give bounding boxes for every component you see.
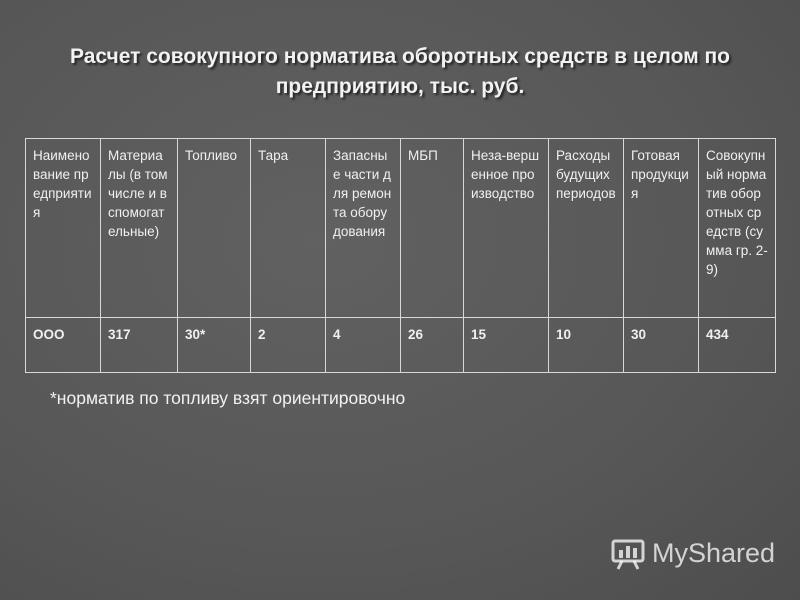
header-row: Наименование предприятия Материалы (в том…	[25, 138, 776, 318]
cell: 4	[325, 317, 401, 373]
cell: 434	[698, 317, 776, 373]
watermark-text: MyShared	[652, 537, 776, 568]
header-cell: Расходы будущих периодов	[548, 138, 624, 318]
header-cell: Запасные части для ремонта оборудования	[325, 138, 401, 318]
table-row: ООО 317 30* 2 4 26 15 10 30 434	[25, 317, 776, 373]
watermark-icon	[611, 539, 645, 570]
cell: 15	[463, 317, 549, 373]
header-cell: Материалы (в том числе и вспомогательные…	[100, 138, 178, 318]
header-cell: Неза-вершенное производство	[463, 138, 549, 318]
watermark: MyShared	[610, 536, 775, 570]
cell: 10	[548, 317, 624, 373]
cell: ООО	[25, 317, 101, 373]
header-cell: Тара	[250, 138, 326, 318]
cell: 317	[100, 317, 178, 373]
slide-title: Расчет совокупного норматива оборотных с…	[69, 45, 731, 98]
cell: 30*	[177, 317, 251, 373]
header-cell: Наименование предприятия	[25, 138, 101, 318]
cell: 26	[400, 317, 464, 373]
cell: 30	[623, 317, 699, 373]
header-cell: Топливо	[177, 138, 251, 318]
header-cell: МБП	[400, 138, 464, 318]
header-cell: Готовая продукция	[623, 138, 699, 318]
footnote: *норматив по топливу взят ориентировочно	[50, 388, 406, 408]
table: Наименование предприятия Материалы (в том…	[25, 138, 776, 373]
table-body: Наименование предприятия Материалы (в том…	[25, 138, 776, 373]
header-cell: Совокупный норматив оборотных средств (с…	[698, 138, 776, 318]
cell: 2	[250, 317, 326, 373]
